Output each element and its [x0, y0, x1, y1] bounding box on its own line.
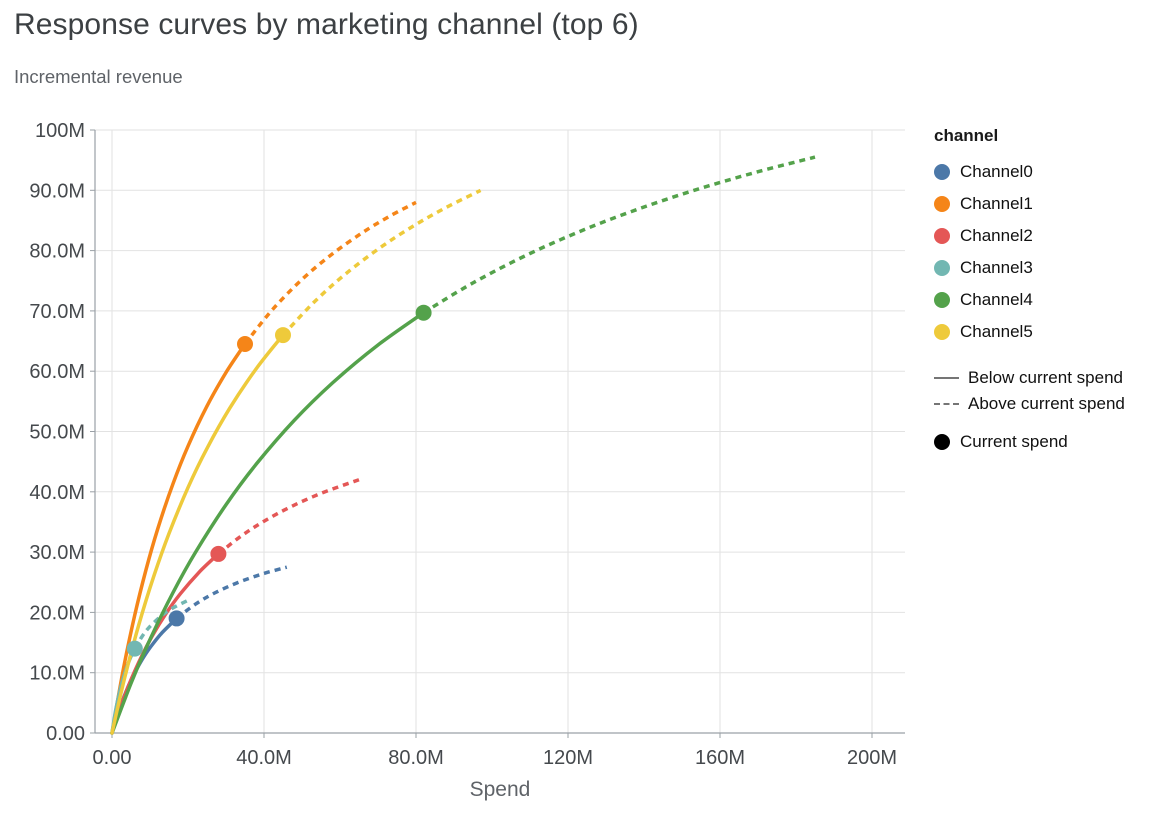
legend-item-label: Current spend [960, 432, 1068, 451]
y-tick-label: 10.0M [29, 663, 85, 685]
solid-line-icon [934, 377, 959, 379]
current-spend-dot-channel2 [210, 545, 227, 562]
legend: channel Channel0 Channel1 Channel2 Channel3… [934, 126, 1162, 462]
x-tick-label: 40.0M [236, 747, 292, 769]
legend-item-label: Channel1 [960, 194, 1033, 213]
y-tick-label: 40.0M [29, 482, 85, 504]
curve-channel4-above-current-spend [422, 155, 816, 315]
response-curves-chart: 0.00 40.0M 80.0M 120M 160M 200M 0.00 10.0M 20.0M… [29, 120, 905, 801]
x-axis-title: Spend [470, 778, 531, 801]
current-spend-dot-icon [934, 434, 950, 450]
legend-item-channel2: Channel2 [934, 224, 1162, 248]
x-tick-label: 80.0M [388, 747, 444, 769]
legend-item-channel3: Channel3 [934, 256, 1162, 280]
page-title: Response curves by marketing channel (to… [14, 8, 639, 41]
legend-item-channel1: Channel1 [934, 192, 1162, 216]
legend-item-above-current-spend: Above current spend [934, 392, 1162, 416]
y-tick-label: 20.0M [29, 602, 85, 624]
y-tick-label: 0.00 [46, 723, 85, 745]
curve-channel2-above-current-spend [217, 478, 360, 556]
current-spend-dot-channel4 [415, 304, 432, 321]
legend-item-label: Above current spend [968, 394, 1125, 413]
y-tick-label: 100M [35, 120, 85, 142]
dashed-line-icon [934, 403, 959, 405]
legend-item-channel0: Channel0 [934, 160, 1162, 184]
current-spend-dot-channel0 [168, 610, 185, 627]
y-axis-subtitle: Incremental revenue [14, 66, 183, 87]
legend-item-below-current-spend: Below current spend [934, 366, 1162, 390]
x-tick-label: 200M [847, 747, 897, 769]
legend-channel-list: Channel0 Channel1 Channel2 Channel3 Channel4… [934, 160, 1162, 344]
legend-item-label: Below current spend [968, 368, 1123, 387]
channel-color-dot-icon [934, 164, 950, 180]
x-tick-label: 0.00 [93, 747, 132, 769]
legend-item-label: Channel5 [960, 322, 1033, 341]
y-tick-label: 80.0M [29, 241, 85, 263]
x-tick-label: 120M [543, 747, 593, 769]
legend-item-channel4: Channel4 [934, 288, 1162, 312]
channel-color-dot-icon [934, 260, 950, 276]
channel-color-dot-icon [934, 228, 950, 244]
legend-item-label: Channel2 [960, 226, 1033, 245]
channel-color-dot-icon [934, 196, 950, 212]
legend-point-marker: Current spend [934, 430, 1162, 454]
channel-color-dot-icon [934, 324, 950, 340]
legend-item-label: Channel3 [960, 258, 1033, 277]
curve-channel0-above-current-spend [175, 565, 288, 620]
legend-item-current-spend: Current spend [934, 430, 1162, 454]
channel-color-dot-icon [934, 292, 950, 308]
curve-channel1-above-current-spend [243, 200, 417, 346]
y-tick-label: 50.0M [29, 422, 85, 444]
legend-item-label: Channel0 [960, 162, 1033, 181]
legend-item-label: Channel4 [960, 290, 1033, 309]
x-tick-label: 160M [695, 747, 745, 769]
legend-item-channel5: Channel5 [934, 320, 1162, 344]
curve-channel5-below-current-spend [110, 333, 285, 735]
curve-channel3-above-current-spend [133, 598, 189, 650]
legend-line-style-list: Below current spend Above current spend [934, 366, 1162, 416]
y-tick-label: 60.0M [29, 361, 85, 383]
legend-header: channel [934, 126, 999, 145]
current-spend-dot-channel5 [275, 327, 291, 344]
current-spend-dot-channel1 [237, 336, 253, 353]
y-tick-label: 70.0M [29, 301, 85, 323]
y-tick-label: 30.0M [29, 542, 85, 564]
curve-channel4-below-current-spend [110, 310, 426, 735]
current-spend-dot-channel3 [126, 640, 143, 657]
curve-channel5-above-current-spend [281, 188, 482, 337]
y-tick-label: 90.0M [29, 180, 85, 202]
